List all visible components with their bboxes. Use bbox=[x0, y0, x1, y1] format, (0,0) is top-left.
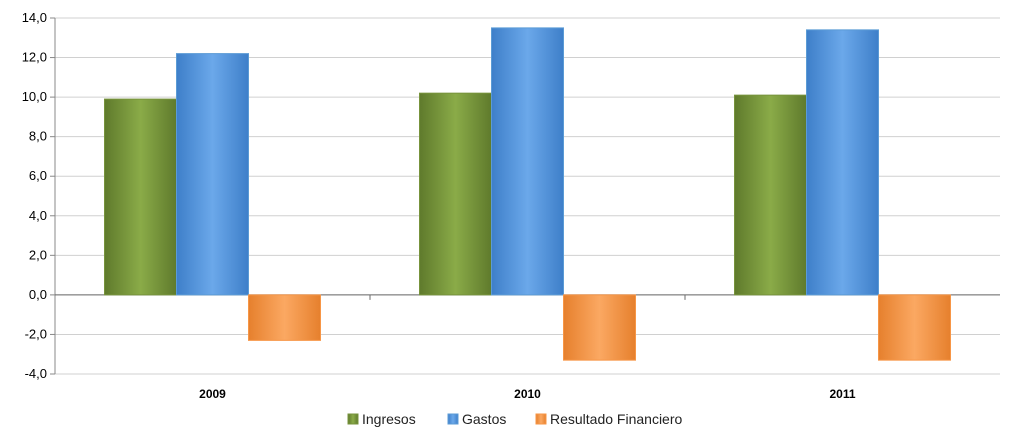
y-tick-label: -2,0 bbox=[25, 326, 47, 341]
bar-ingresos-2010 bbox=[419, 92, 492, 296]
bar-gastos-2009 bbox=[176, 53, 249, 296]
legend-label: Gastos bbox=[462, 411, 506, 427]
y-tick-label: 14,0 bbox=[22, 10, 47, 25]
y-tick-label: 2,0 bbox=[29, 247, 47, 262]
bar-ingresos-2009 bbox=[104, 98, 177, 296]
bar-gastos-2011 bbox=[806, 29, 879, 296]
axis-labels: 14,0 12,0 10,0 8,0 6,0 4,0 2,0 0,0 -2,0 -4,0 2009 2… bbox=[22, 10, 856, 401]
y-tick-label: 12,0 bbox=[22, 50, 47, 65]
legend-label: Resultado Financiero bbox=[550, 411, 683, 427]
y-tick-label: 0,0 bbox=[29, 287, 47, 302]
x-category-label: 2011 bbox=[829, 387, 855, 401]
x-category-label: 2009 bbox=[199, 387, 226, 401]
bar-ingresos-2011 bbox=[734, 94, 807, 296]
y-tick-label: 8,0 bbox=[29, 129, 47, 144]
bar-resultado-financiero-2009 bbox=[248, 294, 321, 341]
bar-resultado-financiero-2011 bbox=[878, 294, 951, 361]
y-tick-label: 4,0 bbox=[29, 208, 47, 223]
bars bbox=[104, 27, 951, 361]
bar-resultado-financiero-2010 bbox=[563, 294, 636, 361]
legend: Ingresos Gastos Resultado Financiero bbox=[347, 411, 683, 427]
legend-swatch bbox=[535, 413, 547, 425]
legend-label: Ingresos bbox=[362, 411, 416, 427]
x-category-label: 2010 bbox=[514, 387, 541, 401]
legend-swatch bbox=[347, 413, 359, 425]
legend-swatch bbox=[447, 413, 459, 425]
y-tick-label: 10,0 bbox=[22, 89, 47, 104]
y-tick-label: 6,0 bbox=[29, 168, 47, 183]
y-tick-label: -4,0 bbox=[25, 366, 47, 381]
bar-gastos-2010 bbox=[491, 27, 564, 296]
